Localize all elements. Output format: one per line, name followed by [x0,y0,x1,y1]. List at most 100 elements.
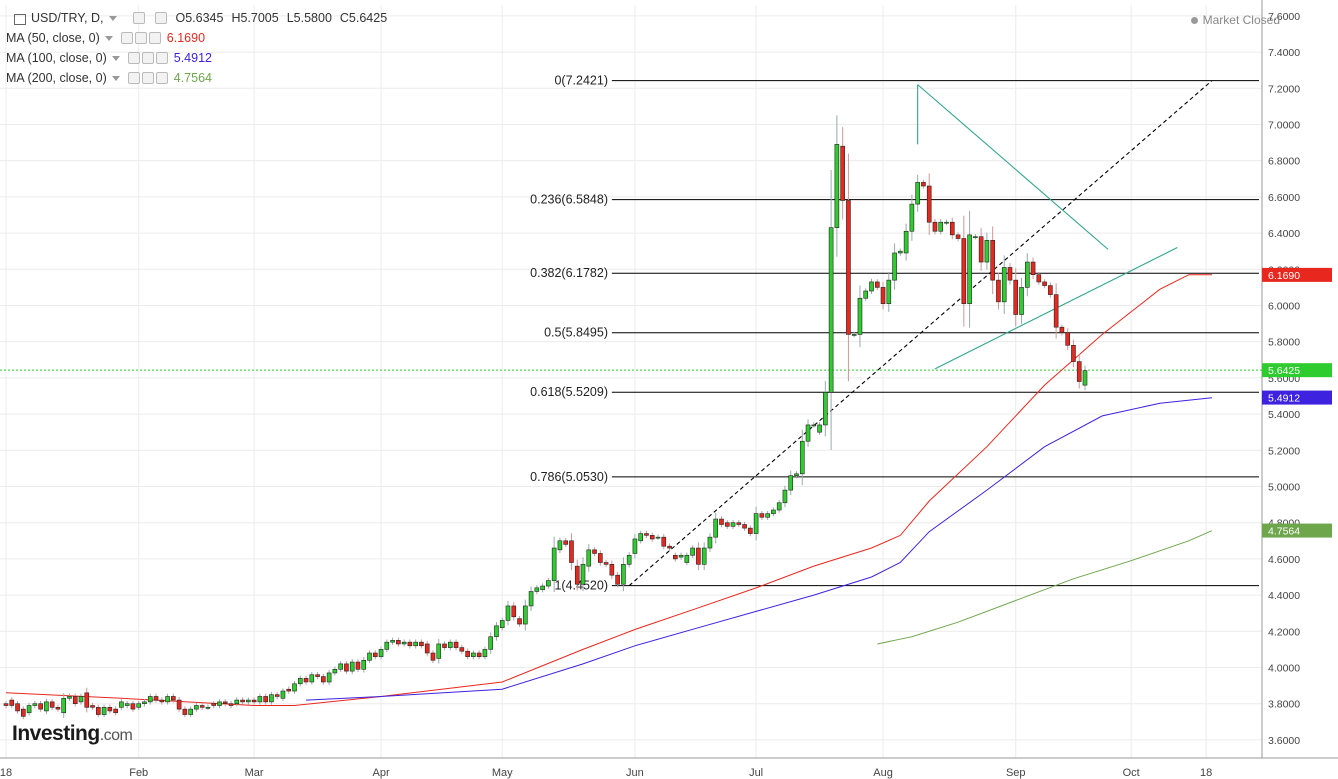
legend-ma200[interactable]: MA (200, close, 0) 4.7564 [6,68,387,88]
candle-body [67,696,72,699]
candle-body [788,475,794,491]
candle-body [15,703,20,712]
candle-body [251,699,257,703]
price-label-box [1262,267,1332,282]
candle-body [603,562,609,565]
x-tick-label: Oct [1123,767,1140,779]
candle-body [696,547,701,565]
moving-average-line [5,274,1212,706]
candle-body [1082,370,1088,386]
candle-body [742,524,747,529]
candle-body [211,703,217,706]
chevron-down-icon[interactable] [111,55,120,61]
candle-body [367,652,372,661]
symbol-controls[interactable] [125,12,168,24]
candle-body [315,674,320,677]
candle-body [892,252,897,281]
symbol-header: USD/TRY, D, O5.6345 H5.7005 L5.5800 C5.6… [6,8,387,28]
candle-body [851,334,857,336]
eye-icon[interactable] [133,12,146,24]
x-tick-label: Feb [129,767,148,779]
candle-body [782,489,788,504]
candle-body [49,701,55,708]
candle-body [228,703,234,706]
candle-body [771,509,776,514]
legend-ma200-label: MA (200, close, 0) [6,71,107,85]
x-tick-label: 18 [0,767,12,779]
candle-body [194,705,199,710]
candle-body [61,697,67,714]
close-icon[interactable] [148,32,161,44]
x-tick-label: Jun [626,767,644,779]
legend-ma50[interactable]: MA (50, close, 0) 6.1690 [6,28,387,48]
candle-body [978,236,984,263]
candle-body [390,640,395,643]
close-icon[interactable] [155,72,168,84]
close-icon[interactable] [155,52,168,64]
candle-body [592,549,597,554]
gear-icon[interactable] [155,12,168,24]
candle-body [499,620,505,628]
ma50-controls[interactable] [120,32,161,44]
candle-body [598,553,603,563]
candle-body [684,554,690,563]
candle-body [96,707,101,715]
chevron-down-icon[interactable] [104,35,113,41]
gear-icon[interactable] [141,72,154,84]
candle-body [280,690,286,699]
candle-body [748,527,753,534]
eye-icon[interactable] [127,72,140,84]
legend-ma100-value: 5.4912 [173,51,212,65]
y-tick-label: 4.0000 [1268,662,1300,674]
chevron-down-icon[interactable] [109,15,118,21]
candle-body [113,708,118,714]
legend-ma100[interactable]: MA (100, close, 0) 5.4912 [6,48,387,68]
candle-body [413,641,418,647]
candle-body [805,424,811,442]
candle-body [690,547,695,556]
close-value: C5.6425 [339,11,388,25]
gear-icon[interactable] [141,52,154,64]
high-value: H5.7005 [231,11,279,25]
ma200-controls[interactable] [127,72,168,84]
candle-body [563,540,568,545]
symbol-label[interactable]: USD/TRY, D, [31,11,104,25]
collapse-icon[interactable] [14,13,26,25]
candle-body [269,694,274,703]
gear-icon[interactable] [134,32,147,44]
y-tick-label: 5.0000 [1268,481,1300,493]
candle-body [586,549,592,567]
candle-body [955,234,961,239]
candle-body [926,185,932,223]
price-label-text: 5.4912 [1268,393,1300,405]
candle-body [1042,281,1047,286]
price-label-box [1262,390,1332,405]
candle-body [661,536,667,547]
price-label-box [1262,363,1332,378]
candle-body [107,707,113,712]
fib-level-label: 0.786(5.0530) [530,470,608,484]
candle-body [217,701,222,706]
candle-body [9,699,15,706]
eye-icon[interactable] [120,32,133,44]
candle-body [713,518,719,538]
y-tick-label: 6.8000 [1268,156,1300,168]
candle-body [505,605,511,621]
candle-body [724,522,730,527]
y-tick-label: 6.0000 [1268,300,1300,312]
candle-body [1030,261,1036,276]
candle-body [667,545,672,549]
candle-body [921,182,926,187]
candle-body [1036,274,1042,283]
candle-body [84,692,90,708]
ma100-controls[interactable] [127,52,168,64]
candle-body [638,533,644,542]
candle-body [580,564,586,585]
candle-body [719,518,724,525]
chevron-down-icon[interactable] [111,75,120,81]
open-value: O5.6345 [175,11,224,25]
candle-body [626,554,632,565]
eye-icon[interactable] [127,52,140,64]
